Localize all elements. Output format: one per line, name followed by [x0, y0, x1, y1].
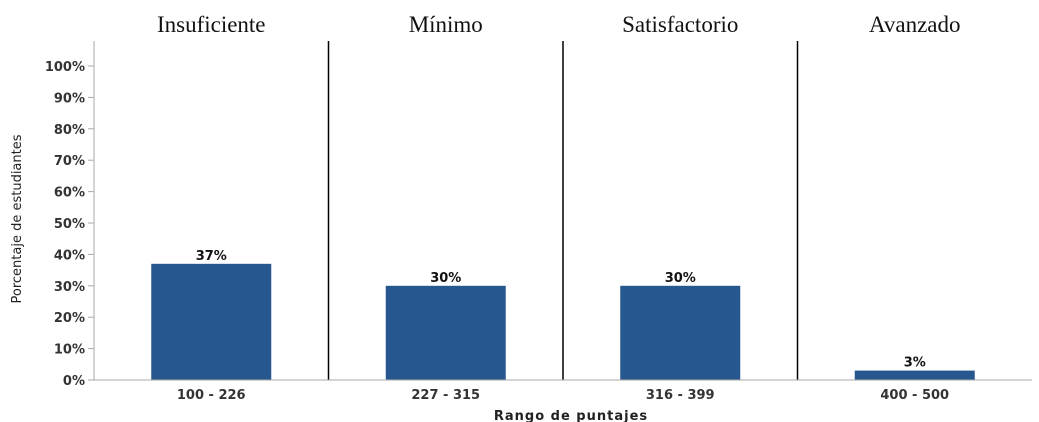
level-label: Mínimo — [409, 12, 483, 37]
y-tick-label: 60% — [54, 186, 85, 201]
level-dividers — [327, 41, 799, 380]
bar — [151, 263, 272, 380]
y-tick-label: 20% — [54, 311, 85, 326]
x-category-label: 227 - 315 — [411, 388, 480, 403]
bar-value-label: 30% — [430, 271, 461, 286]
y-axis-title: Porcentaje de estudiantes — [10, 134, 25, 303]
bar — [620, 285, 741, 380]
x-category-label: 100 - 226 — [177, 388, 246, 403]
y-tick-label: 70% — [54, 154, 85, 169]
y-tick-label: 10% — [54, 343, 85, 358]
y-tick-label: 30% — [54, 280, 85, 295]
level-label: Insuficiente — [157, 12, 266, 37]
y-tick-label: 80% — [54, 123, 85, 138]
bar-value-label: 30% — [665, 271, 696, 286]
y-tick-label: 50% — [54, 217, 85, 232]
bar — [854, 370, 975, 380]
y-tick-label: 100% — [45, 60, 85, 75]
y-axis: 0% 10% 20% 30% 40% 50% 60% 70% 80% 90% 100% — [45, 41, 95, 389]
bar-value-label: 37% — [196, 249, 227, 264]
y-tick-label: 40% — [54, 248, 85, 263]
x-axis-title: Rango de puntajes — [494, 409, 648, 422]
x-category-label: 316 - 399 — [646, 388, 715, 403]
level-label: Avanzado — [869, 12, 961, 37]
x-category-label: 400 - 500 — [880, 388, 949, 403]
y-tick-label: 90% — [54, 91, 85, 106]
x-axis: 100 - 226 227 - 315 316 - 399 400 - 500 — [94, 379, 1032, 403]
performance-level-labels: Insuficiente Mínimo Satisfactorio Avanzado — [157, 12, 961, 37]
y-tick-label: 0% — [63, 374, 85, 389]
bar — [385, 285, 506, 380]
level-label: Satisfactorio — [622, 12, 738, 37]
bars: 37% 30% 30% 3% — [151, 249, 975, 380]
bar-value-label: 3% — [904, 356, 926, 371]
